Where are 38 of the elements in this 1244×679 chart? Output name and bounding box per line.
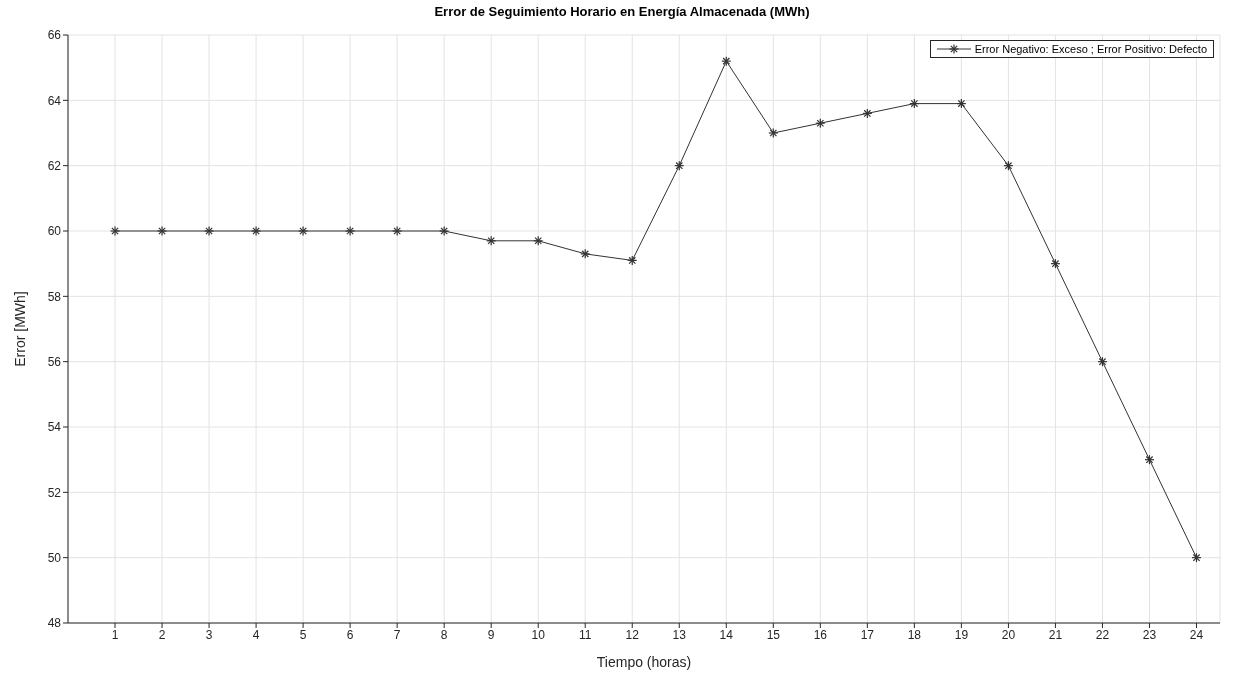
x-tick-label: 17 <box>860 627 875 642</box>
x-tick-label: 10 <box>531 627 546 642</box>
x-tick-label: 11 <box>578 627 592 642</box>
x-tick-label: 18 <box>907 627 922 642</box>
x-tick-label: 13 <box>672 627 687 642</box>
y-tick-label: 56 <box>47 354 62 369</box>
x-tick-label: 5 <box>299 627 307 642</box>
x-tick-label: 16 <box>813 627 828 642</box>
x-tick-label: 8 <box>440 627 448 642</box>
x-tick-label: 22 <box>1095 627 1110 642</box>
x-tick-label: 21 <box>1048 627 1063 642</box>
x-tick-label: 3 <box>205 627 213 642</box>
x-tick-label: 9 <box>487 627 495 642</box>
x-tick-label: 2 <box>158 627 166 642</box>
x-axis-title: Tiempo (horas) <box>596 654 692 670</box>
x-tick-label: 23 <box>1142 627 1157 642</box>
x-tick-label: 15 <box>766 627 781 642</box>
x-tick-label: 12 <box>625 627 640 642</box>
chart-title: Error de Seguimiento Horario en Energía Almacenada (MWh) <box>433 4 811 19</box>
x-tick-label: 4 <box>252 627 260 642</box>
x-tick-label: 20 <box>1001 627 1016 642</box>
x-tick-label: 24 <box>1189 627 1204 642</box>
x-tick-label: 14 <box>719 627 734 642</box>
y-tick-label: 60 <box>47 224 62 239</box>
y-tick-label: 58 <box>47 289 62 304</box>
y-tick-label: 54 <box>47 420 62 435</box>
legend-label: Error Negativo: Exceso ; Error Positivo: Defecto <box>974 43 1207 55</box>
x-tick-label: 19 <box>954 627 969 642</box>
x-tick-label: 6 <box>346 627 354 642</box>
y-tick-label: 50 <box>47 550 62 565</box>
y-tick-label: 48 <box>47 616 62 631</box>
y-tick-label: 52 <box>47 485 62 500</box>
y-tick-label: 62 <box>47 158 62 173</box>
x-tick-label: 7 <box>393 627 401 642</box>
y-tick-label: 66 <box>47 28 62 43</box>
x-tick-label: 1 <box>111 627 119 642</box>
y-tick-label: 64 <box>47 93 62 108</box>
y-axis-title: Error [MWh] <box>11 291 28 367</box>
